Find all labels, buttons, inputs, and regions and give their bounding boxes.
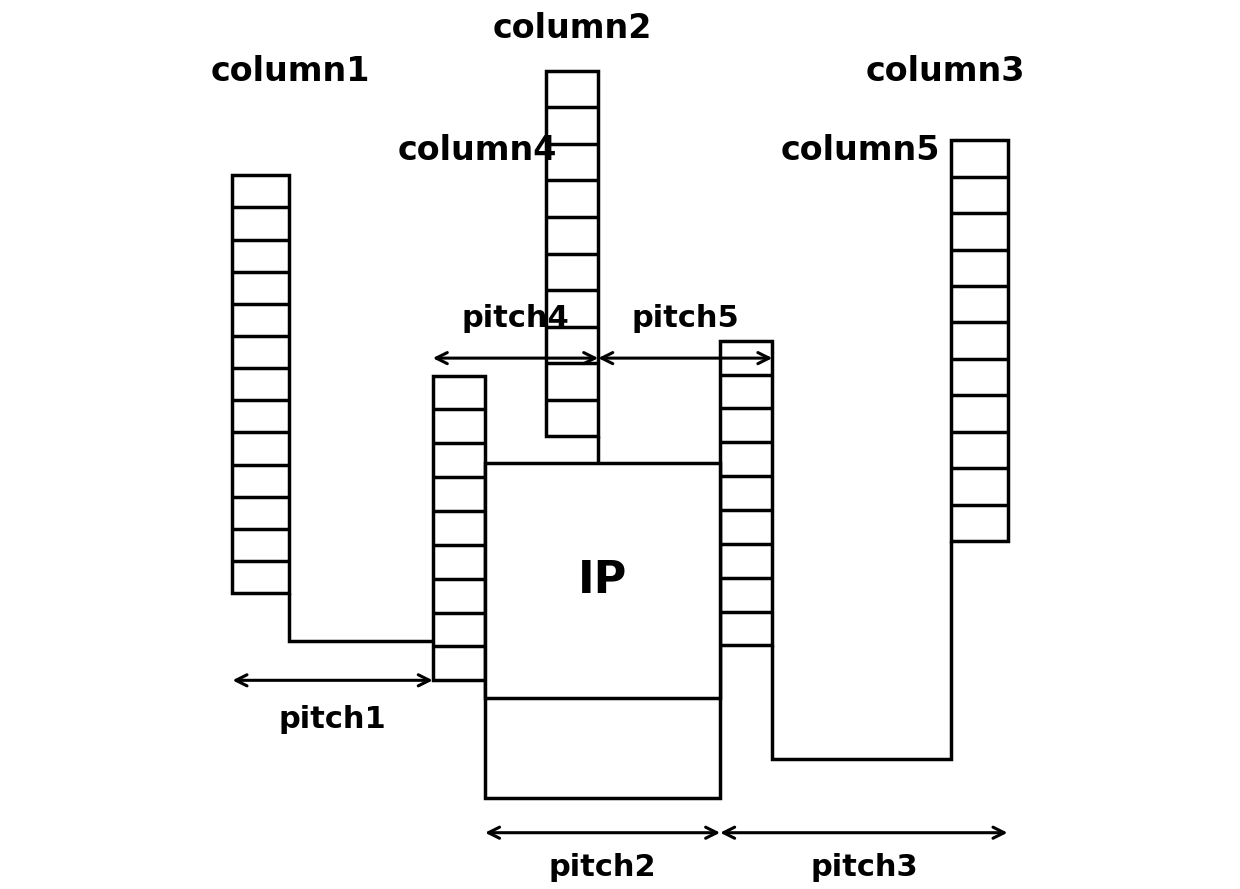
Text: pitch2: pitch2 (549, 853, 656, 882)
Text: IP: IP (578, 558, 627, 602)
Text: column4: column4 (398, 133, 557, 166)
Bar (720, 340, 773, 645)
Bar (951, 140, 1008, 541)
Text: pitch1: pitch1 (279, 705, 387, 734)
Text: pitch5: pitch5 (631, 304, 739, 333)
Text: pitch4: pitch4 (461, 304, 569, 333)
Text: column1: column1 (211, 55, 370, 88)
Bar (485, 462, 720, 698)
Text: pitch3: pitch3 (810, 853, 918, 882)
Text: column5: column5 (781, 133, 941, 166)
Text: column3: column3 (866, 55, 1025, 88)
Bar (433, 375, 485, 680)
Bar (546, 71, 598, 436)
Bar (232, 175, 289, 593)
Text: column2: column2 (492, 12, 652, 44)
